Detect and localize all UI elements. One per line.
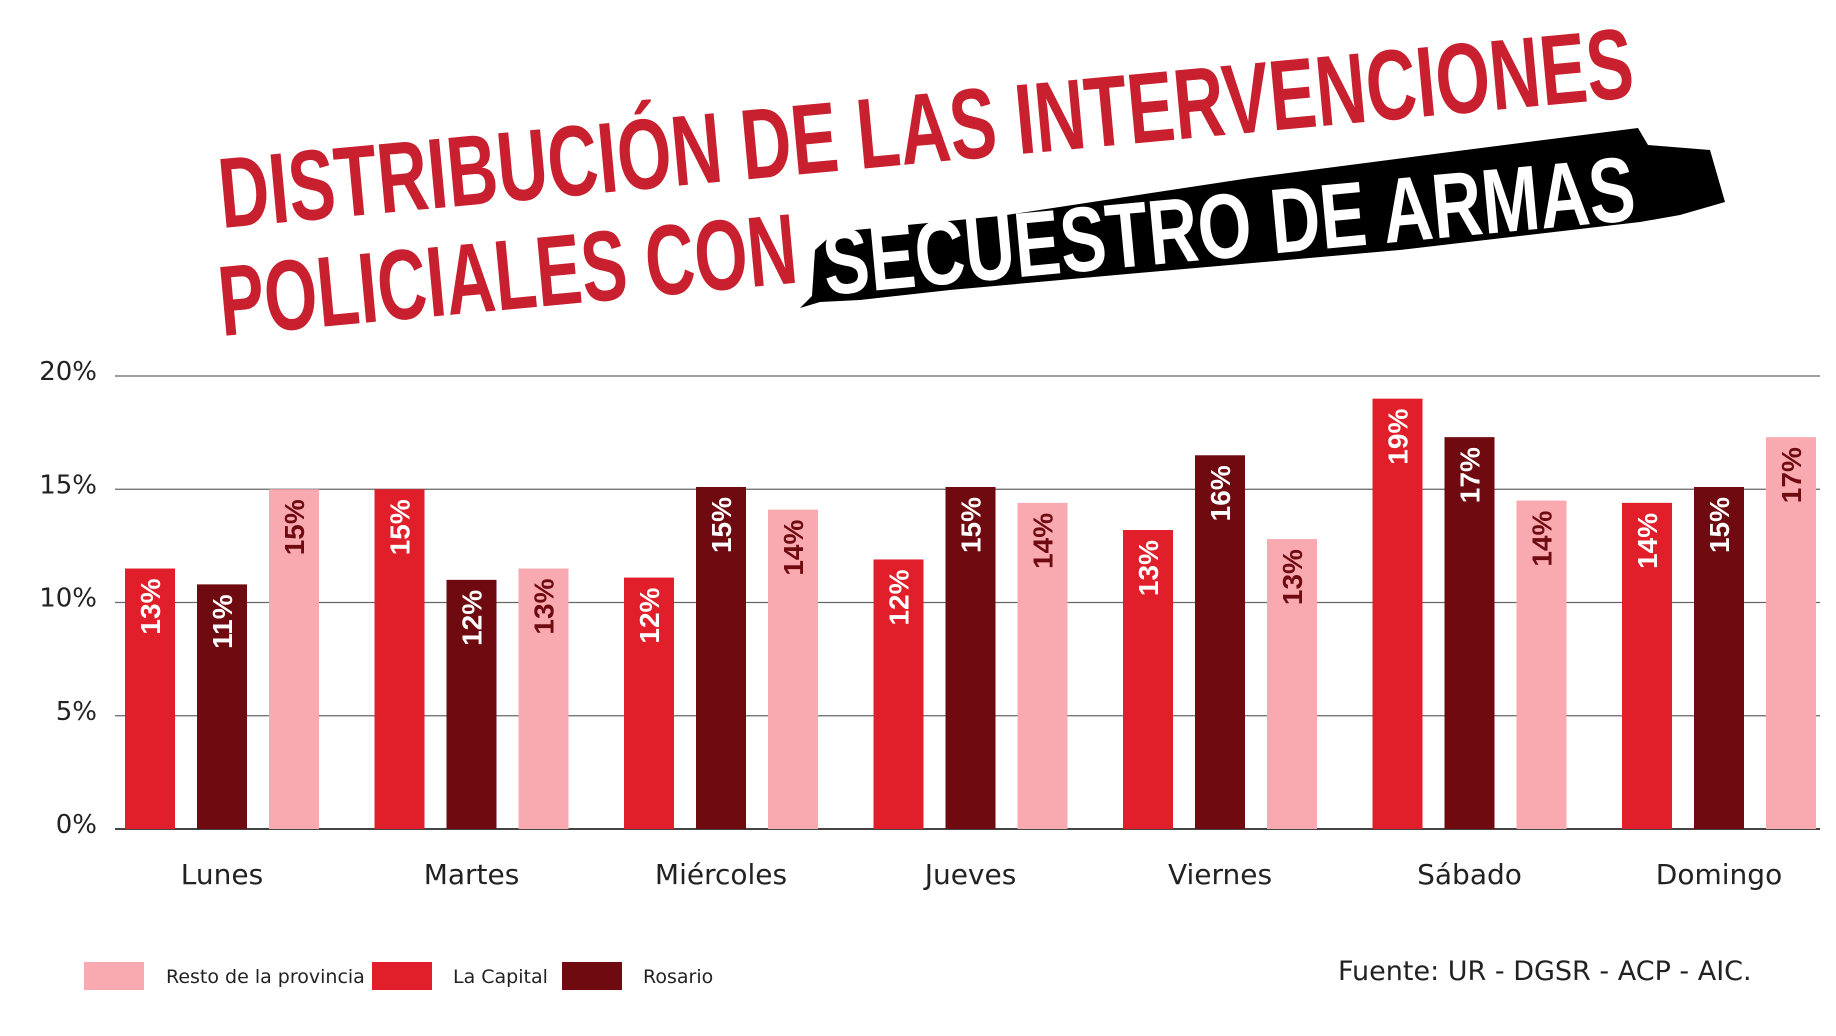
x-category-label: Jueves [923, 858, 1017, 891]
data-label: 15% [385, 499, 416, 555]
bar [1766, 437, 1816, 829]
bar [1516, 500, 1567, 829]
data-label: 15% [956, 497, 987, 553]
bar [374, 489, 425, 829]
chart-title: DISTRIBUCIÓN DE LAS INTERVENCIONES POLIC… [214, 7, 1725, 358]
x-category-label: Martes [424, 858, 520, 891]
data-label: 12% [884, 569, 915, 625]
y-tick-label: 5% [56, 697, 97, 727]
data-label: 13% [529, 578, 560, 634]
x-category-label: Domingo [1656, 858, 1782, 891]
bar [446, 579, 497, 829]
data-label: 13% [135, 578, 166, 634]
bar [269, 489, 319, 829]
bar [945, 486, 996, 829]
data-label: 16% [1205, 465, 1236, 521]
bar [1017, 502, 1068, 829]
bar [873, 559, 924, 829]
legend: Resto de la provincia La Capital Rosario [84, 962, 713, 990]
data-label: 19% [1383, 409, 1414, 465]
data-label: 15% [706, 497, 737, 553]
legend-label-rosario: Rosario [643, 966, 713, 988]
bar [1123, 530, 1173, 829]
y-axis-ticks: 0% 5% 10% 15% 20% [39, 357, 97, 840]
y-tick-label: 15% [39, 470, 97, 500]
data-label: 12% [634, 587, 665, 643]
bar [1444, 437, 1495, 829]
bar [624, 577, 674, 829]
title-highlight-brush [800, 128, 1725, 308]
bar [1195, 455, 1245, 829]
bar [1267, 539, 1317, 829]
legend-label-la-capital: La Capital [453, 966, 548, 988]
data-label: 17% [1776, 447, 1807, 503]
legend-label-resto: Resto de la provincia [166, 966, 365, 988]
x-category-label: Miércoles [655, 858, 787, 891]
legend-swatch-resto [84, 962, 144, 990]
x-axis-categories: Lunes Martes Miércoles Jueves Viernes Sábado D… [181, 858, 1782, 891]
bar [125, 568, 175, 829]
data-label: 11% [207, 594, 238, 649]
bar [1372, 398, 1423, 829]
data-label: 13% [1277, 549, 1308, 605]
bar [518, 568, 569, 829]
data-label: 17% [1455, 447, 1486, 503]
legend-swatch-la-capital [372, 962, 432, 990]
data-label: 12% [457, 590, 488, 646]
source-note: Fuente: UR - DGSR - ACP - AIC. [1338, 956, 1752, 987]
legend-swatch-rosario [562, 962, 622, 990]
x-category-label: Sábado [1417, 858, 1522, 891]
bar [696, 486, 746, 829]
data-labels: 13% 11% 15% 15% 12% 13% 12% 15% 14% 12% 15% 14% 13% 1… [135, 409, 1807, 649]
x-category-label: Lunes [181, 858, 263, 891]
data-label: 14% [1028, 513, 1059, 569]
data-label: 14% [778, 520, 809, 576]
x-category-label: Viernes [1168, 858, 1272, 891]
y-tick-label: 0% [56, 810, 97, 840]
data-label: 14% [1632, 513, 1663, 569]
bar [768, 509, 818, 829]
data-label: 13% [1133, 540, 1164, 596]
y-tick-label: 20% [39, 357, 97, 387]
y-tick-label: 10% [39, 584, 97, 614]
data-label: 15% [279, 499, 310, 555]
data-label: 14% [1527, 510, 1558, 566]
bars [125, 398, 1816, 829]
bar [197, 584, 247, 829]
bar [1694, 486, 1744, 829]
bar [1622, 502, 1672, 829]
data-label: 15% [1704, 497, 1735, 553]
